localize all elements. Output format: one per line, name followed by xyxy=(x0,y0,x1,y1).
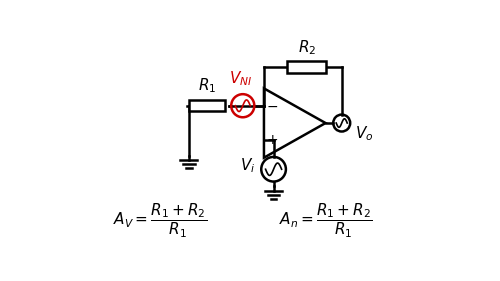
Bar xyxy=(189,100,226,112)
Text: $R_1$: $R_1$ xyxy=(198,77,216,95)
Text: $A_n = \dfrac{R_1 + R_2}{R_1}$: $A_n = \dfrac{R_1 + R_2}{R_1}$ xyxy=(279,202,372,240)
Text: $V_{NI}$: $V_{NI}$ xyxy=(229,70,252,89)
Bar xyxy=(288,62,326,73)
Text: $-$: $-$ xyxy=(266,99,278,113)
Text: $V_o$: $V_o$ xyxy=(355,124,374,143)
Text: $+$: $+$ xyxy=(266,133,278,147)
Text: $V_i$: $V_i$ xyxy=(240,156,256,175)
Text: $R_2$: $R_2$ xyxy=(298,38,316,57)
Text: $A_V = \dfrac{R_1 + R_2}{R_1}$: $A_V = \dfrac{R_1 + R_2}{R_1}$ xyxy=(113,202,207,240)
